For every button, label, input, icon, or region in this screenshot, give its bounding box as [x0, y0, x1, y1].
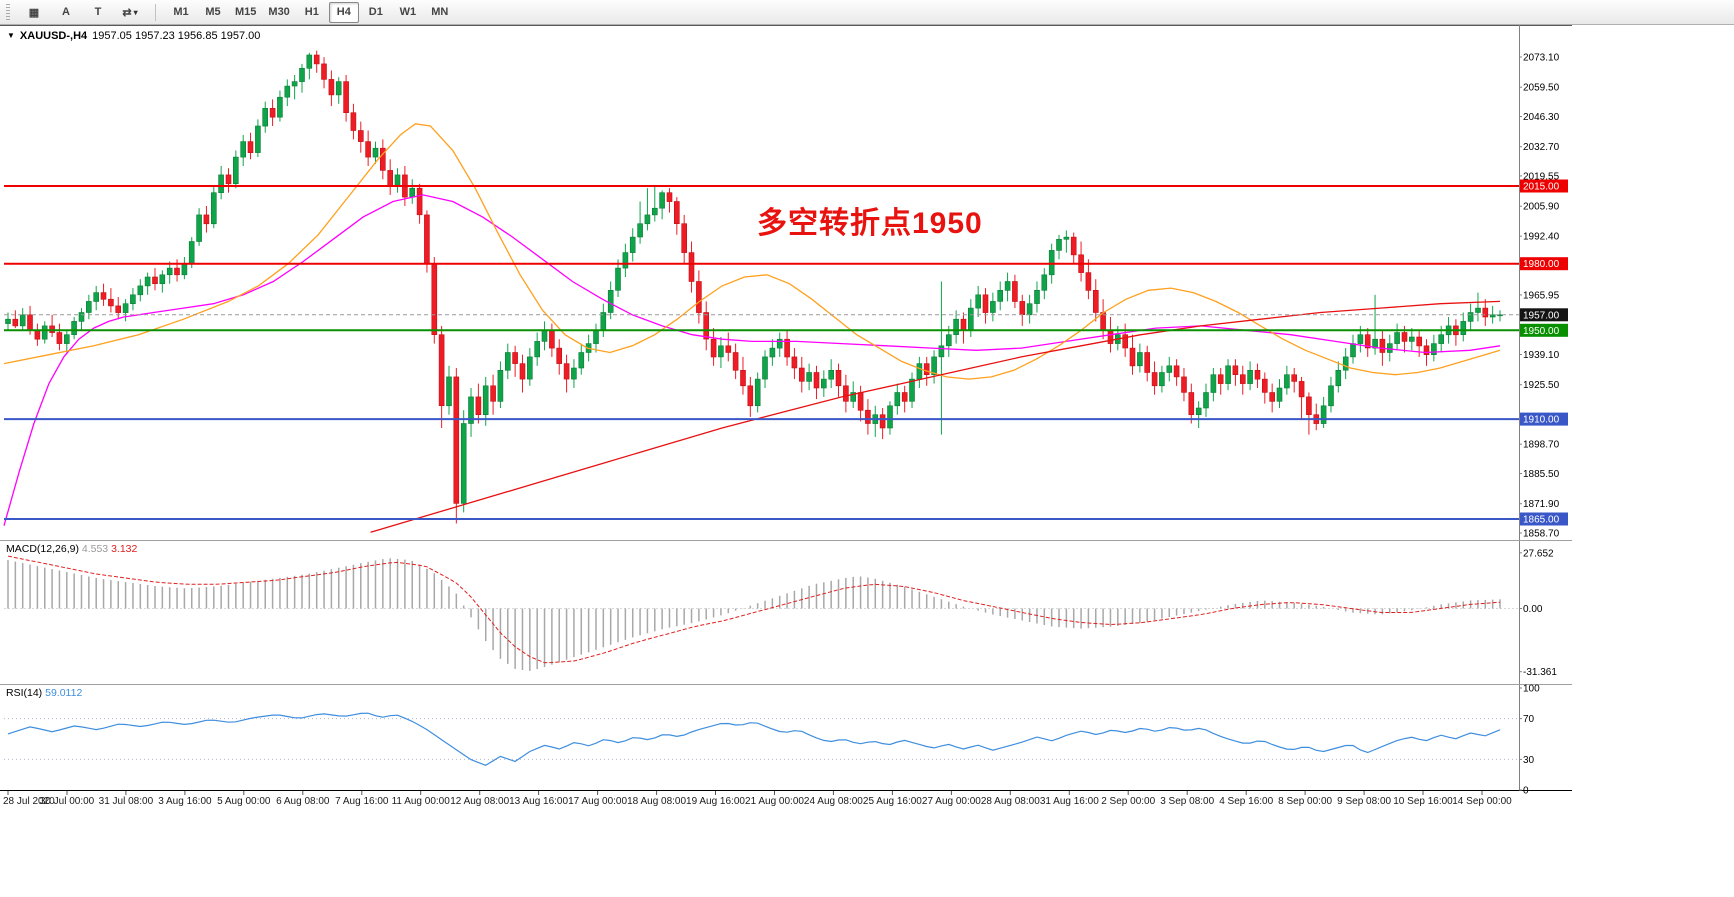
svg-text:7 Aug 16:00: 7 Aug 16:00	[335, 796, 389, 807]
svg-text:1910.00: 1910.00	[1523, 415, 1560, 426]
svg-text:28 Aug 08:00: 28 Aug 08:00	[981, 796, 1040, 807]
svg-text:1898.70: 1898.70	[1523, 440, 1560, 451]
svg-text:14 Sep 00:00: 14 Sep 00:00	[1452, 796, 1512, 807]
toolbar-separator	[155, 3, 156, 21]
timeframe-m30[interactable]: M30	[268, 6, 290, 18]
macd-panel: 27.652 0.00 -31.361 MACD(12,26,9) 4.553 3.1…	[4, 543, 1557, 678]
svg-text:24 Aug 08:00: 24 Aug 08:00	[804, 796, 863, 807]
svg-text:31 Jul 08:00: 31 Jul 08:00	[99, 796, 154, 807]
svg-text:19 Aug 16:00: 19 Aug 16:00	[686, 796, 745, 807]
svg-text:-31.361: -31.361	[1523, 667, 1557, 678]
svg-text:1950.00: 1950.00	[1523, 326, 1560, 337]
collapse-icon[interactable]: ▼	[7, 31, 15, 40]
chart-title: ▼ XAUUSD-,H4 1957.05 1957.23 1956.85 195…	[7, 30, 260, 42]
svg-text:13 Aug 16:00: 13 Aug 16:00	[509, 796, 568, 807]
drawing-tools-group: ▦ A T ⇄ ▾	[18, 2, 146, 23]
svg-text:30: 30	[1523, 755, 1535, 766]
rsi-label: RSI(14) 59.0112	[6, 687, 82, 699]
svg-text:5 Aug 00:00: 5 Aug 00:00	[217, 796, 271, 807]
svg-text:1957.00: 1957.00	[1523, 310, 1560, 321]
symbol-label: XAUUSD-,H4	[19, 30, 88, 42]
svg-text:1992.40: 1992.40	[1523, 232, 1560, 243]
toolbar-grip[interactable]	[6, 4, 10, 20]
candles-layer	[5, 50, 1503, 524]
svg-text:0: 0	[1523, 786, 1529, 797]
horizontal-lines-layer[interactable]	[4, 185, 1519, 520]
macd-label: MACD(12,26,9) 4.553 3.132	[6, 543, 138, 555]
timeframe-m15[interactable]: M15	[235, 6, 257, 18]
timeframe-toolbar: M1 M5 M15 M30 H1 H4 D1 W1 MN	[165, 1, 456, 23]
ma-fast-magenta	[3, 194, 1501, 526]
svg-text:1865.00: 1865.00	[1523, 515, 1560, 526]
text-label-tool[interactable]: T	[94, 6, 102, 18]
svg-text:12 Aug 08:00: 12 Aug 08:00	[450, 796, 509, 807]
svg-text:2046.30: 2046.30	[1523, 112, 1560, 123]
chart-annotation[interactable]: 多空转折点1950	[757, 207, 983, 240]
svg-text:1965.95: 1965.95	[1523, 290, 1560, 301]
svg-text:9 Sep 08:00: 9 Sep 08:00	[1337, 796, 1391, 807]
timeframe-w1[interactable]: W1	[399, 6, 417, 18]
dropdown-caret-icon: ▾	[133, 7, 138, 17]
svg-text:31 Aug 16:00: 31 Aug 16:00	[1040, 796, 1099, 807]
ma-slow-red	[370, 300, 1501, 533]
svg-text:70: 70	[1523, 714, 1535, 725]
svg-text:1858.70: 1858.70	[1523, 529, 1560, 540]
svg-text:28 Jul 2020: 28 Jul 2020	[3, 796, 55, 807]
svg-text:21 Aug 00:00: 21 Aug 00:00	[745, 796, 804, 807]
chart-canvas[interactable]: 多空转折点1950 2073.10 2059.50 2046.30 2032.70 201…	[0, 25, 1572, 810]
svg-text:10 Sep 16:00: 10 Sep 16:00	[1393, 796, 1453, 807]
symbol-switch-tool[interactable]: ⇄ ▾	[122, 6, 138, 19]
svg-text:25 Aug 16:00: 25 Aug 16:00	[863, 796, 922, 807]
timeframe-d1[interactable]: D1	[368, 6, 383, 18]
svg-text:2015.00: 2015.00	[1523, 182, 1560, 193]
ma-mid-orange	[3, 123, 1501, 380]
svg-text:4 Sep 16:00: 4 Sep 16:00	[1219, 796, 1273, 807]
svg-text:17 Aug 00:00: 17 Aug 00:00	[568, 796, 627, 807]
timeframe-mn[interactable]: MN	[431, 6, 449, 18]
svg-text:27.652: 27.652	[1523, 548, 1554, 559]
timeframe-m5[interactable]: M5	[205, 6, 221, 18]
svg-text:11 Aug 00:00: 11 Aug 00:00	[392, 796, 451, 807]
grid-icon[interactable]: ▦	[28, 6, 40, 19]
svg-text:1939.10: 1939.10	[1523, 350, 1560, 361]
svg-text:100: 100	[1523, 684, 1540, 695]
svg-text:2059.50: 2059.50	[1523, 83, 1560, 94]
svg-text:8 Sep 00:00: 8 Sep 00:00	[1278, 796, 1332, 807]
toolbar: ▦ A T ⇄ ▾ M1 M5 M15 M30 H1 H4 D1 W1 MN	[0, 0, 1734, 25]
macd-histogram	[7, 558, 1501, 671]
ohlc-values: 1957.05 1957.23 1956.85 1957.00	[92, 30, 261, 42]
text-annotation-tool[interactable]: A	[62, 6, 70, 18]
svg-text:18 Aug 08:00: 18 Aug 08:00	[627, 796, 686, 807]
svg-text:2 Sep 00:00: 2 Sep 00:00	[1101, 796, 1155, 807]
rsi-line	[7, 712, 1501, 766]
svg-text:6 Aug 08:00: 6 Aug 08:00	[276, 796, 330, 807]
price-axis: 2073.10 2059.50 2046.30 2032.70 2019.55 2005.…	[1519, 53, 1568, 540]
svg-text:2032.70: 2032.70	[1523, 142, 1560, 153]
svg-text:27 Aug 00:00: 27 Aug 00:00	[922, 796, 981, 807]
svg-text:30 Jul 00:00: 30 Jul 00:00	[40, 796, 95, 807]
timeframe-m1[interactable]: M1	[173, 6, 189, 18]
svg-text:0.00: 0.00	[1523, 604, 1543, 615]
svg-text:3 Aug 16:00: 3 Aug 16:00	[158, 796, 212, 807]
svg-text:2019.55: 2019.55	[1523, 171, 1560, 182]
svg-text:1925.50: 1925.50	[1523, 380, 1560, 391]
chart-window[interactable]: ▼ XAUUSD-,H4 1957.05 1957.23 1956.85 195…	[0, 25, 1572, 810]
svg-text:1885.50: 1885.50	[1523, 469, 1560, 480]
rsi-panel: 100 70 30 0 RSI(14) 59.0112	[4, 684, 1540, 797]
svg-text:3 Sep 08:00: 3 Sep 08:00	[1160, 796, 1214, 807]
svg-text:2005.90: 2005.90	[1523, 202, 1560, 213]
svg-text:1980.00: 1980.00	[1523, 259, 1560, 270]
macd-signal-line	[7, 555, 1501, 664]
timeframe-h1[interactable]: H1	[304, 6, 319, 18]
timeframe-h4[interactable]: H4	[328, 1, 359, 23]
svg-text:1871.90: 1871.90	[1523, 499, 1560, 510]
svg-text:2073.10: 2073.10	[1523, 53, 1560, 64]
